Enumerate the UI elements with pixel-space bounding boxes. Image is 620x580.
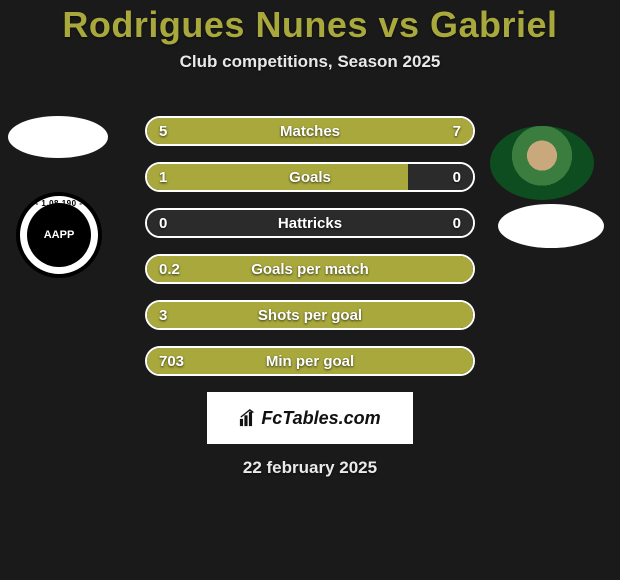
footer-date: 22 february 2025 [0,458,620,478]
stat-bar-row: Goals per match0.2 [145,254,475,284]
stat-bar-right-fill [283,118,473,144]
stat-bar-row: Min per goal703 [145,346,475,376]
stat-bar-left-fill [147,118,283,144]
stat-bar-track [147,164,473,190]
stat-bars: Matches57 Goals10 Hattricks00 Goals per mat… [145,116,475,376]
comparison-card: Rodrigues Nunes vs Gabriel Club competit… [0,0,620,580]
stat-bar-track [147,302,473,328]
page-title: Rodrigues Nunes vs Gabriel [62,4,557,46]
stat-bar-gap [408,164,473,190]
player-right-avatar [490,126,594,200]
stat-bar-left-fill [147,256,473,282]
stat-bar-track [147,256,473,282]
stat-bar-track [147,210,473,236]
stat-bar-row: Hattricks00 [145,208,475,238]
page-subtitle: Club competitions, Season 2025 [180,52,441,72]
stat-bar-row: Matches57 [145,116,475,146]
stat-bar-track [147,348,473,374]
stat-bar-row: Goals10 [145,162,475,192]
stat-bar-left-fill [147,348,473,374]
player-left-club-badge: - 1.08.190 - AAPP [16,192,102,278]
brand-chart-icon [239,409,257,427]
badge-center-text: AAPP [27,203,91,267]
badge-arc-text: - 1.08.190 - [20,199,98,208]
stat-bar-left-fill [147,164,408,190]
stat-bar-row: Shots per goal3 [145,300,475,330]
stat-bar-track [147,118,473,144]
player-right-club-badge [498,204,604,248]
brand-watermark: FcTables.com [207,392,413,444]
stat-bar-left-fill [147,302,473,328]
brand-text: FcTables.com [261,408,380,429]
chart-area: - 1.08.190 - AAPP Matches57 Goals10 Hattri… [0,116,620,478]
player-left-avatar [8,116,108,158]
stat-bar-gap [147,210,473,236]
